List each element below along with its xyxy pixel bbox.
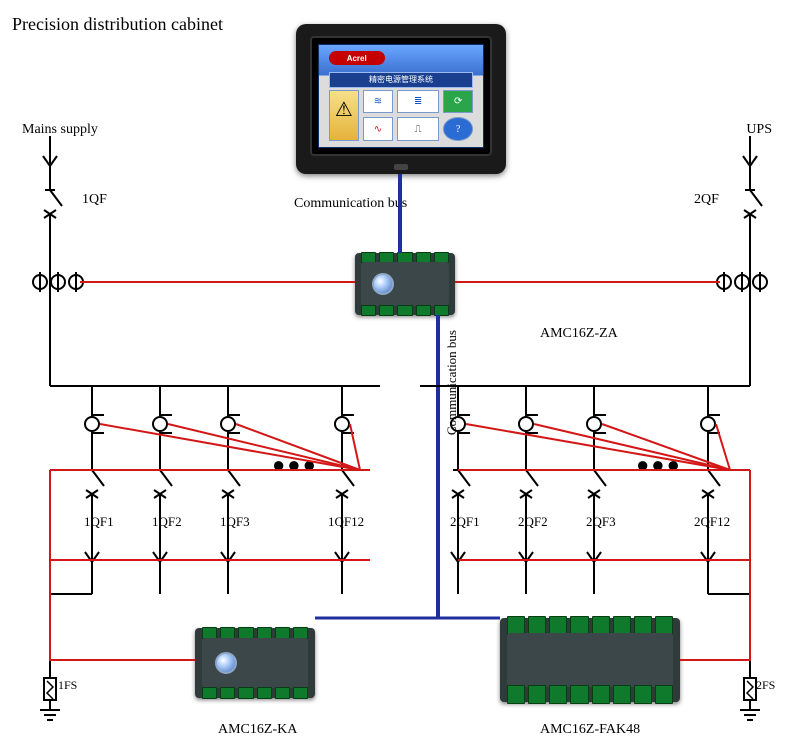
ups-label: UPS bbox=[746, 122, 772, 138]
amc-fak48-label: AMC16Z-FAK48 bbox=[540, 722, 640, 738]
hmi-tile-warning bbox=[329, 90, 359, 141]
hmi-tile: ⟳ bbox=[443, 90, 473, 114]
branch-drops bbox=[85, 386, 720, 594]
device-amc16z-fak48 bbox=[500, 618, 680, 702]
page-title: Precision distribution cabinet bbox=[12, 14, 223, 35]
hmi-tile: ⎍ bbox=[397, 117, 439, 141]
branch-label: 1QF2 bbox=[152, 514, 182, 530]
qf-left-label: 1QF bbox=[82, 192, 107, 208]
amc-za-label: AMC16Z-ZA bbox=[540, 326, 618, 342]
diagram-canvas: Precision distribution cabinet Mains sup… bbox=[0, 0, 800, 745]
brand-logo: Acrel bbox=[329, 51, 385, 65]
ellipsis-right: ●●● bbox=[636, 452, 682, 478]
comm-bus-v-label: Communication bus bbox=[444, 330, 460, 435]
comm-bus-h-label: Communication bus bbox=[294, 196, 407, 212]
branch-label: 2QF1 bbox=[450, 514, 480, 530]
amc-ka-label: AMC16Z-KA bbox=[218, 722, 297, 738]
branch-label: 1QF1 bbox=[84, 514, 114, 530]
hmi-home-button bbox=[394, 164, 408, 170]
fs-left-label: 1FS bbox=[58, 678, 77, 693]
mains-label: Mains supply bbox=[22, 122, 98, 138]
branch-label: 2QF12 bbox=[694, 514, 730, 530]
qf-right-label: 2QF bbox=[694, 192, 719, 208]
device-amc16z-ka bbox=[195, 628, 315, 698]
hmi-touchscreen: Acrel 精密电源管理系统 ≋ ≣ ⟳ ∿ ⎍ ? bbox=[296, 24, 506, 174]
branch-label: 2QF3 bbox=[586, 514, 616, 530]
comm-bus bbox=[315, 174, 500, 618]
hmi-tile: ? bbox=[443, 117, 473, 141]
branch-label: 1QF3 bbox=[220, 514, 250, 530]
hmi-tile: ≋ bbox=[363, 90, 393, 114]
hmi-tile: ≣ bbox=[397, 90, 439, 114]
ellipsis-left: ●●● bbox=[272, 452, 318, 478]
device-amc16z-za bbox=[355, 253, 455, 315]
hmi-tile: ∿ bbox=[363, 117, 393, 141]
branch-label: 2QF2 bbox=[518, 514, 548, 530]
hmi-title: 精密电源管理系统 bbox=[329, 72, 473, 88]
fs-right-label: 2FS bbox=[756, 678, 775, 693]
branch-label: 1QF12 bbox=[328, 514, 364, 530]
